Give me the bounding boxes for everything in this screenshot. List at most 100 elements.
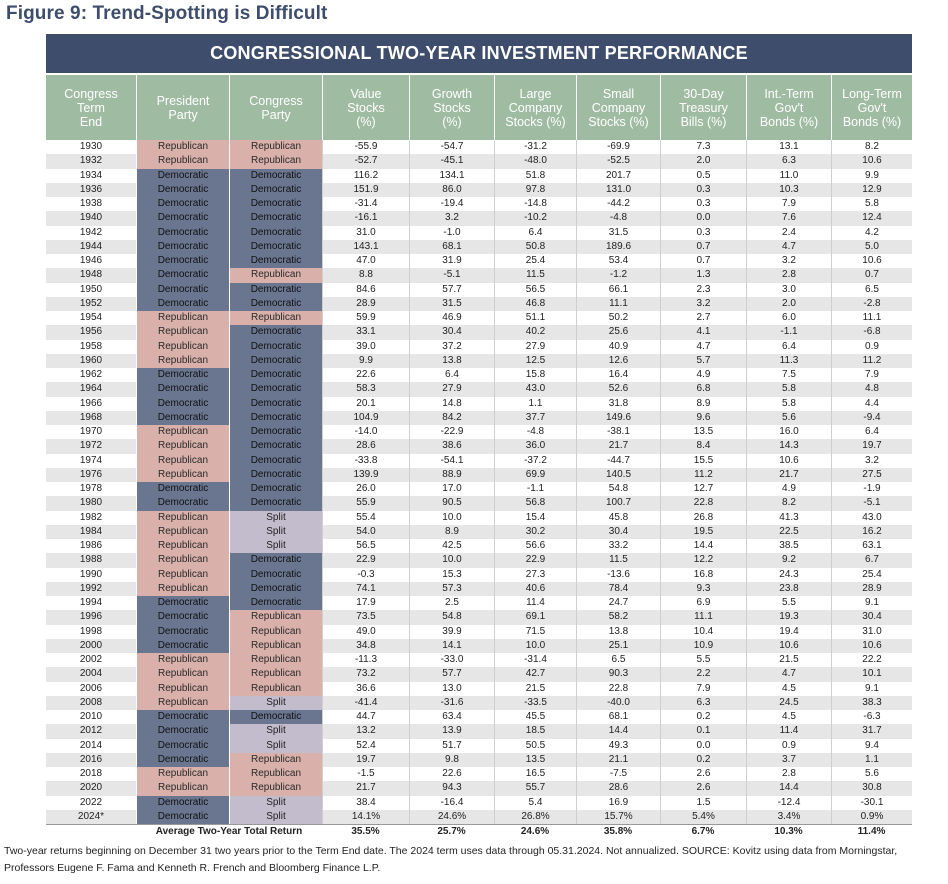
table-row: 1976 Republican Democratic 139.9 88.9 69.9 140… (46, 467, 912, 482)
value-cell: 58.2 (576, 610, 660, 625)
value-cell: 16.4 (576, 368, 660, 383)
value-cell: 134.1 (409, 168, 494, 183)
table-row: 2002 Republican Republican -11.3 -33.0 -31.4 6… (46, 653, 912, 668)
value-cell: 9.1 (831, 681, 912, 696)
congress-party-cell: Democratic (229, 325, 322, 340)
table-row: 2006 Republican Republican 36.6 13.0 21.5 22.8… (46, 681, 912, 696)
value-cell: 58.3 (322, 382, 409, 397)
table-row: 1978 Democratic Democratic 26.0 17.0 -1.1 54.8… (46, 482, 912, 497)
table-row: 2024* Democratic Split 14.1% 24.6% 26.8% 15.7%… (46, 809, 912, 824)
value-cell: 10.4 (660, 624, 746, 639)
congress-party-cell: Democratic (229, 254, 322, 269)
value-cell: -2.8 (831, 296, 912, 311)
value-cell: 78.4 (576, 581, 660, 596)
congress-party-cell: Republican (229, 154, 322, 169)
value-cell: 56.5 (494, 282, 576, 297)
value-cell: 52.6 (576, 382, 660, 397)
term-end-cell: 1976 (79, 468, 103, 480)
term-end-cell: 1970 (79, 426, 103, 437)
value-cell: -13.6 (576, 567, 660, 582)
president-party-cell: Republican (136, 681, 229, 696)
value-cell: 11.1 (831, 311, 912, 326)
value-cell: 17.9 (322, 596, 409, 611)
term-end-cell: 1946 (79, 255, 103, 266)
value-cell: 4.7 (660, 339, 746, 354)
value-cell: 143.1 (322, 239, 409, 254)
value-cell: 28.9 (831, 581, 912, 596)
congress-party-cell: Democratic (229, 482, 322, 497)
value-cell: 50.2 (576, 311, 660, 326)
value-cell: -54.1 (409, 453, 494, 468)
president-party-cell: Democratic (136, 596, 229, 611)
column-header: Value Stocks (%) (322, 75, 409, 140)
value-cell: 2.4 (746, 225, 831, 240)
value-cell: 0.7 (831, 268, 912, 283)
value-cell: 0.2 (660, 752, 746, 767)
congress-party-cell: Split (229, 524, 322, 539)
value-cell: 12.9 (831, 182, 912, 197)
congress-party-cell: Republican (229, 752, 322, 767)
value-cell: 22.8 (576, 681, 660, 696)
value-cell: 31.0 (322, 225, 409, 240)
value-cell: 15.8 (494, 368, 576, 383)
table-row: 1930 Republican Republican -55.9 -54.7 -31.2-… (46, 140, 912, 155)
term-end-cell: 1990 (79, 568, 103, 580)
value-cell: -1.9 (831, 482, 912, 497)
column-header: Congress Term End (64, 86, 118, 129)
table-row: 2008 Republican Split -41.4 -31.6 -33.5 -40.0 6… (46, 695, 912, 710)
table-row: 1956 Republican Democratic 33.1 30.4 40.2 25.6… (46, 325, 912, 340)
value-cell: 45.8 (576, 510, 660, 525)
value-cell: 51.7 (409, 738, 494, 753)
value-cell: 12.6 (576, 353, 660, 368)
column-header: Small Company Stocks (%) (576, 75, 660, 140)
value-cell: -31.4 (322, 197, 409, 212)
term-end-cell: 1960 (79, 354, 103, 366)
congress-party-cell: Democratic (229, 567, 322, 582)
value-cell: 11.2 (831, 353, 912, 368)
value-cell: 2.0 (746, 296, 831, 311)
average-row: Average Two-Year Total Return 35.5% 25.7%… (46, 824, 912, 839)
table-row: 2014 Democratic Split 52.4 51.7 50.5 49.3 0.0 0.… (46, 738, 912, 753)
value-cell: 13.9 (409, 724, 494, 739)
value-cell: -7.5 (576, 767, 660, 782)
value-cell: 2.6 (660, 781, 746, 796)
value-cell: 25.4 (831, 567, 912, 582)
value-cell: 50.8 (494, 239, 576, 254)
value-cell: 10.6 (746, 453, 831, 468)
table-row: 1970 Republican Democratic -14.0 -22.9 -4.8 -3… (46, 425, 912, 440)
value-cell: 3.0 (746, 282, 831, 297)
table-row: 1934 Democratic Democratic 116.2 134.1 51.8 20… (46, 168, 912, 183)
term-end-cell: 2008 (79, 696, 103, 708)
value-cell: 1.5 (660, 795, 746, 810)
value-cell: -31.2 (494, 140, 576, 155)
value-cell: -31.6 (409, 695, 494, 710)
value-cell: 38.6 (409, 439, 494, 454)
value-cell: -4.8 (494, 425, 576, 440)
value-cell: 0.2 (660, 710, 746, 725)
value-cell: -44.7 (576, 453, 660, 468)
value-cell: 6.7 (831, 553, 912, 568)
value-cell: 8.4 (660, 439, 746, 454)
president-party-cell: Republican (136, 467, 229, 482)
congress-party-cell: Democratic (229, 168, 322, 183)
president-party-cell: Democratic (136, 368, 229, 383)
value-cell: 43.0 (494, 382, 576, 397)
value-cell: 25.6 (576, 325, 660, 340)
president-party-cell: Democratic (136, 254, 229, 269)
table-row: 1938 Democratic Democratic -31.4 -19.4 -14.8-… (46, 197, 912, 212)
value-cell: 3.2 (831, 453, 912, 468)
value-cell: 9.1 (831, 596, 912, 611)
table-row: 1964 Democratic Democratic 58.3 27.9 43.0 52.6… (46, 382, 912, 397)
value-cell: 5.4 (494, 795, 576, 810)
value-cell: 104.9 (322, 410, 409, 425)
value-cell: -33.8 (322, 453, 409, 468)
footnote: Two-year returns beginning on December 3… (4, 845, 898, 874)
value-cell: 74.1 (322, 581, 409, 596)
value-cell: 10.1 (831, 667, 912, 682)
value-cell: 13.8 (576, 624, 660, 639)
table-row: 2022 Democratic Split 38.4 -16.4 5.4 16.9 1.5 -1… (46, 795, 912, 810)
column-header: President Party (136, 75, 229, 140)
value-cell: 73.2 (322, 667, 409, 682)
value-cell: -19.4 (409, 197, 494, 212)
value-cell: -40.0 (576, 695, 660, 710)
